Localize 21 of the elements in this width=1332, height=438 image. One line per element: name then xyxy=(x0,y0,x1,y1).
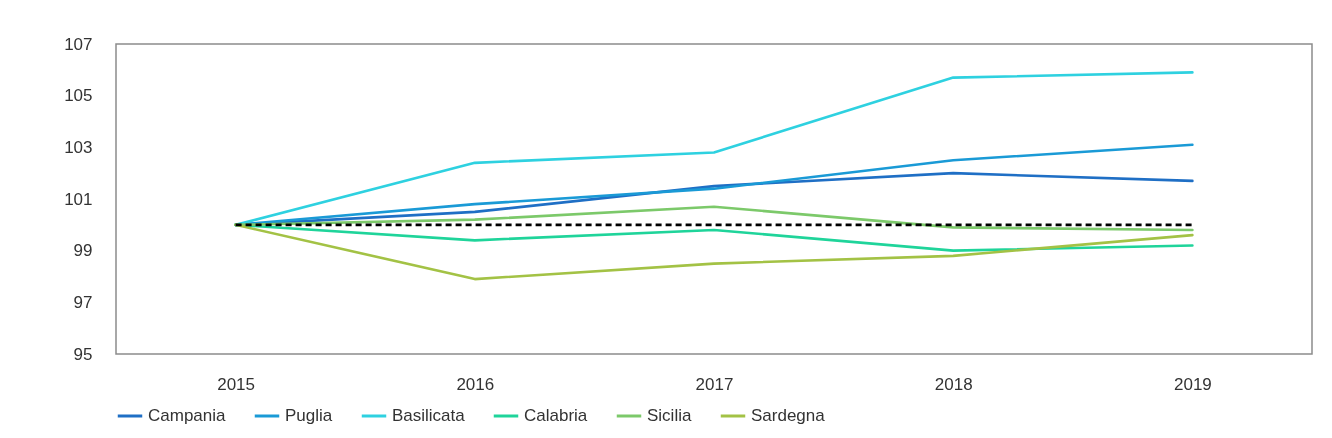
legend-label: Sicilia xyxy=(647,406,692,425)
line-series xyxy=(234,223,1194,281)
line-series xyxy=(234,71,1194,227)
y-tick-label: 97 xyxy=(73,292,93,312)
x-tick-label: 2019 xyxy=(1173,374,1212,394)
x-tick-label: 2018 xyxy=(934,374,973,394)
y-tick-label: 95 xyxy=(73,344,93,364)
legend-label: Campania xyxy=(148,406,227,425)
y-tick-label: 101 xyxy=(64,189,93,209)
y-tick-label: 103 xyxy=(64,137,93,157)
x-tick-label: 2015 xyxy=(217,374,256,394)
legend-label: Calabria xyxy=(524,406,588,425)
x-tick-label: 2017 xyxy=(695,374,734,394)
y-tick-label: 105 xyxy=(64,86,93,106)
y-tick-label: 99 xyxy=(73,241,93,261)
legend-label: Basilicata xyxy=(392,406,466,425)
y-tick-label: 107 xyxy=(64,34,93,54)
legend-label: Puglia xyxy=(285,406,333,425)
x-tick-label: 2016 xyxy=(456,374,495,394)
legend-label: Sardegna xyxy=(751,406,826,425)
line-series xyxy=(234,205,1194,232)
